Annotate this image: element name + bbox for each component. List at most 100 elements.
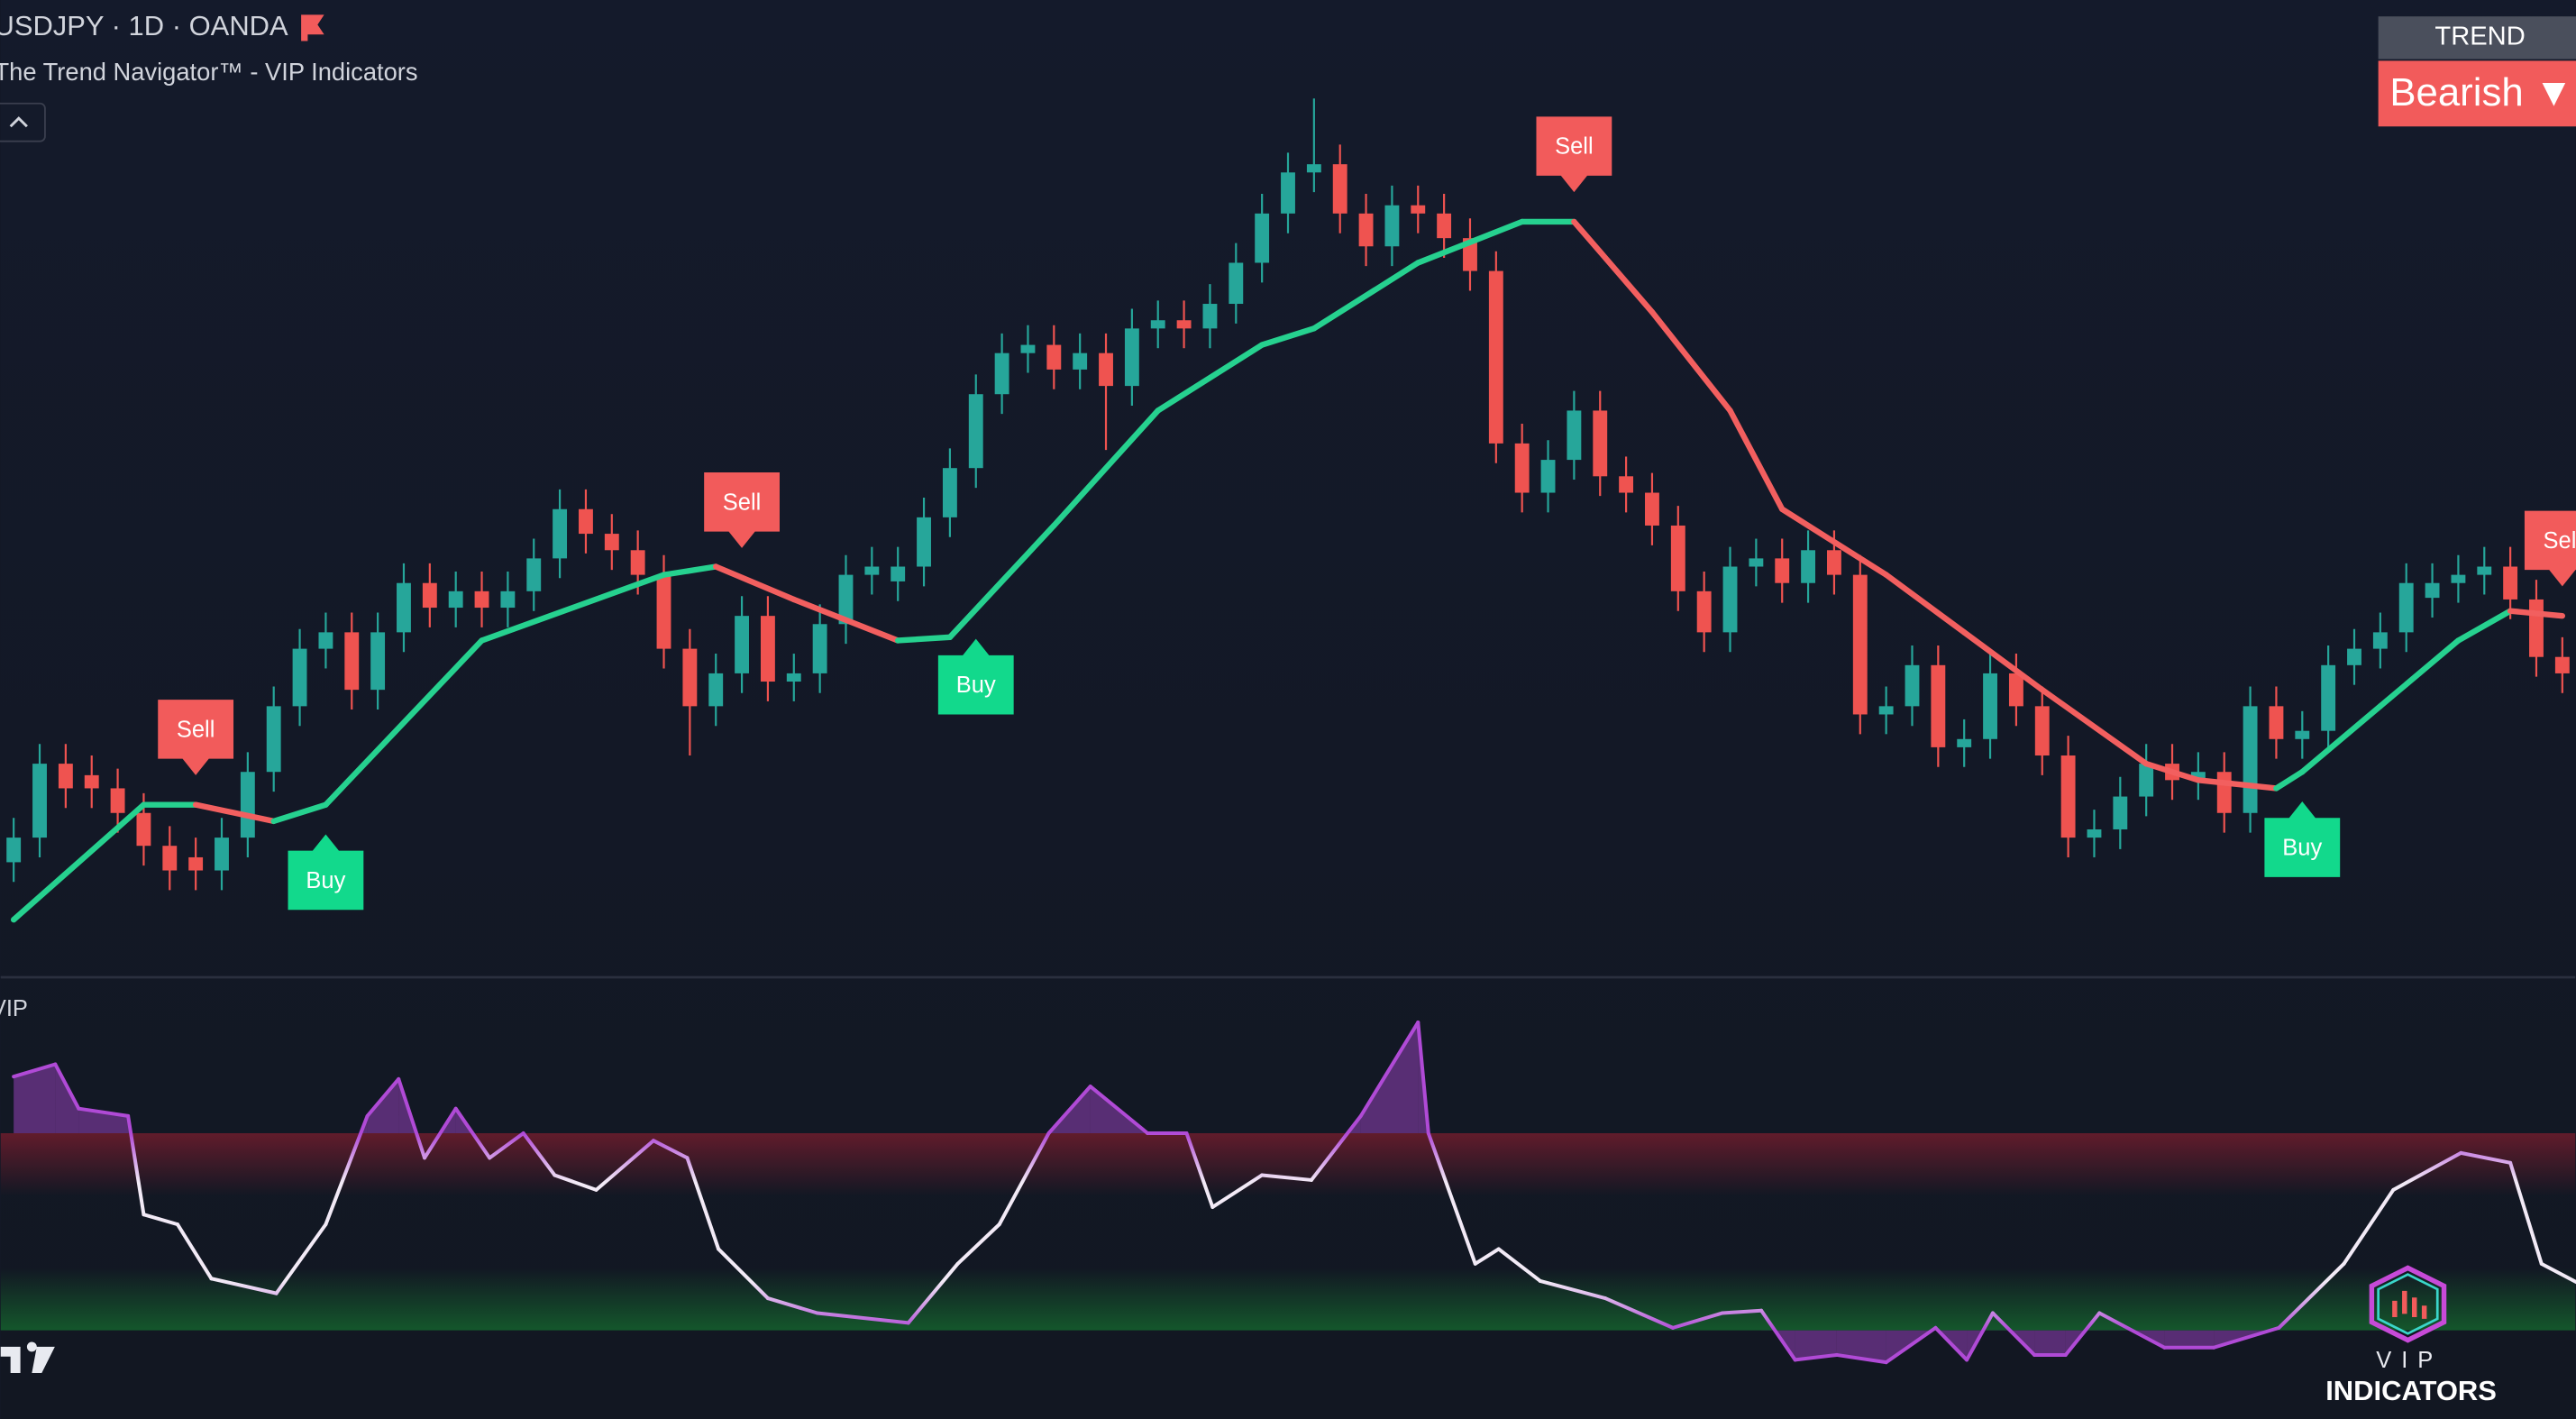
candle-body xyxy=(682,648,698,707)
candle-body xyxy=(1229,262,1244,305)
oversold-fill xyxy=(2214,1330,2279,1348)
candle-body xyxy=(2216,772,2232,813)
oscillator-segment xyxy=(1603,1296,1676,1330)
trend-line-segment xyxy=(895,634,954,644)
candle-body xyxy=(2269,706,2284,739)
candle-body xyxy=(1696,590,1712,633)
candle-body xyxy=(2190,772,2206,781)
candle-body xyxy=(1670,525,1685,591)
candle-body xyxy=(84,774,99,789)
candle-body xyxy=(397,582,411,633)
signal-box xyxy=(158,700,234,775)
trend-value: Bearish ▼ xyxy=(2389,70,2573,114)
candle-body xyxy=(838,574,854,625)
candle-body xyxy=(2008,673,2023,707)
oscillator-segment xyxy=(423,1106,458,1160)
candle-body xyxy=(1384,205,1400,247)
candle-body xyxy=(240,772,255,838)
oscillator-segment xyxy=(209,1277,279,1295)
trend-title: TREND xyxy=(2434,23,2525,51)
oscillator-segment xyxy=(453,1106,492,1160)
oscillator-segment xyxy=(488,1131,525,1160)
candle-body xyxy=(1801,550,1816,583)
oscillator-segment xyxy=(1426,1131,1477,1266)
candle-body xyxy=(786,673,801,682)
candle-body xyxy=(1099,352,1113,387)
flag-icon[interactable] xyxy=(301,14,324,41)
candle-body xyxy=(474,590,489,609)
watermark-line1: VIP xyxy=(2376,1348,2443,1373)
signal-box xyxy=(2524,510,2576,587)
candle-body xyxy=(1957,738,1972,747)
overbought-fill xyxy=(398,1078,425,1134)
oscillator-segment xyxy=(1496,1247,1542,1283)
trend-panel: TREND Bearish ▼ xyxy=(2378,16,2576,127)
candle-body xyxy=(2347,648,2361,665)
candle-body xyxy=(292,648,307,707)
candle-body xyxy=(2113,796,2128,829)
tradingview-logo[interactable] xyxy=(0,1341,55,1373)
trend-line-segment xyxy=(790,596,901,644)
candle-body xyxy=(735,616,750,673)
oversold-fill xyxy=(1795,1330,1837,1360)
signal-box xyxy=(288,834,364,911)
oscillator-segment xyxy=(1884,1325,1938,1365)
overbought-fill xyxy=(425,1108,456,1134)
signal: Sell xyxy=(1536,116,1612,193)
candle-body xyxy=(32,764,47,838)
collapse-button[interactable] xyxy=(0,102,46,142)
oscillator-segment xyxy=(906,1261,960,1325)
overbought-fill xyxy=(1311,1115,1361,1134)
oscillator-segment xyxy=(2212,1325,2281,1350)
candle-body xyxy=(162,846,178,871)
signal-box xyxy=(2264,801,2341,877)
oscillator-segment xyxy=(1793,1352,1839,1362)
oscillator-segment xyxy=(1046,1085,1092,1136)
oscillator-segment xyxy=(1965,1311,1995,1362)
oscillator-segment xyxy=(651,1139,690,1160)
candle-body xyxy=(344,632,360,691)
oscillator-segment xyxy=(1759,1308,1797,1362)
candle-body xyxy=(630,550,645,575)
oscillator-segment xyxy=(324,1113,370,1227)
candle-body xyxy=(1255,213,1270,263)
overbought-fill xyxy=(55,1064,79,1134)
candle-body xyxy=(2139,764,2154,797)
trend-line-segment xyxy=(1883,572,1968,636)
candle-body xyxy=(1306,164,1321,173)
oversold-fill xyxy=(2065,1330,2100,1355)
trend-line-segment xyxy=(2273,769,2306,792)
candle-body xyxy=(318,632,333,649)
overbought-fill xyxy=(1360,1022,1419,1134)
trend-line-segment xyxy=(2455,608,2514,644)
trend-line-segment xyxy=(2039,686,2150,767)
trend-line-segment xyxy=(1051,407,1161,529)
signal-label: Sell xyxy=(723,490,762,515)
oscillator-segment xyxy=(717,1247,770,1301)
oscillator-segment xyxy=(594,1139,655,1192)
signal-box xyxy=(1536,116,1612,193)
oscillator-segment xyxy=(274,1222,328,1295)
oversold-fill xyxy=(2164,1330,2215,1348)
oscillator-segment xyxy=(955,1222,1001,1266)
signal: Buy xyxy=(2264,801,2341,877)
oscillator-segment xyxy=(1538,1278,1608,1301)
signal: Sell xyxy=(704,472,780,548)
price-pane: Sell Buy Sell Buy Sell Buy Sell xyxy=(6,98,2576,923)
overbought-zone xyxy=(0,1133,2576,1196)
symbol-title: USDJPY · 1D · OANDA xyxy=(0,10,288,41)
candle-body xyxy=(1852,574,1868,715)
trend-line-segment xyxy=(2507,608,2566,619)
candle-body xyxy=(1046,344,1062,370)
oscillator-segment xyxy=(2342,1187,2396,1266)
candle-body xyxy=(1124,328,1139,387)
trend-line-segment xyxy=(10,801,147,923)
trend-line-segment xyxy=(1415,218,1525,266)
candle-body xyxy=(2087,829,2102,838)
candle-body xyxy=(1202,304,1218,329)
watermark-line2: INDICATORS xyxy=(2325,1375,2497,1406)
candle-body xyxy=(891,566,906,581)
candle-body xyxy=(812,624,827,673)
candle-body xyxy=(553,508,568,559)
signal-box xyxy=(704,472,780,548)
